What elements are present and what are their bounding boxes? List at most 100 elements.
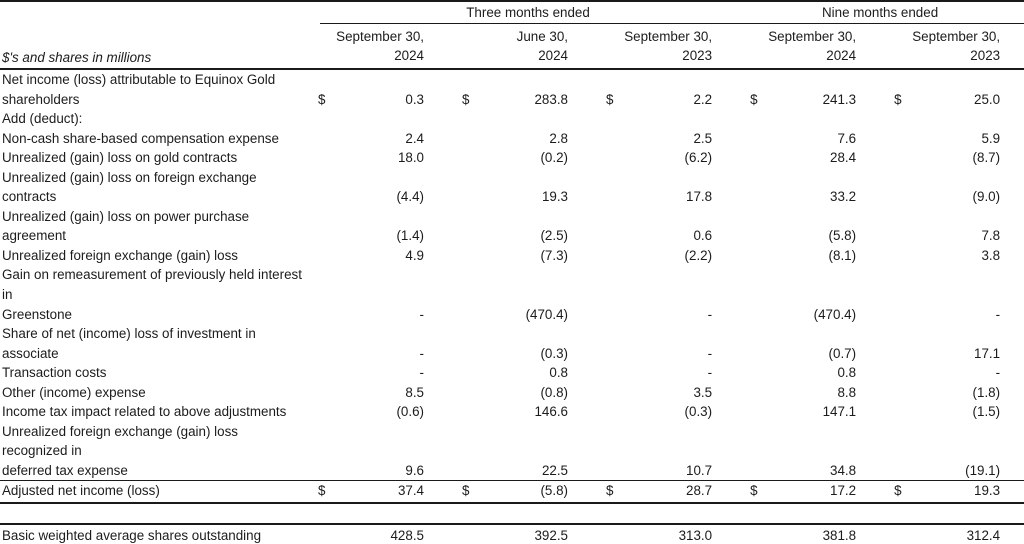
cell-value: 2.8 xyxy=(549,130,568,146)
cell-value: 19.3 xyxy=(912,480,1024,505)
cell-value: 17.2 xyxy=(768,480,881,505)
currency-symbol xyxy=(736,168,768,207)
currency-symbol xyxy=(448,523,480,544)
table-row: Unrealized foreign exchange (gain) loss 4… xyxy=(0,246,1024,266)
currency-symbol: $ xyxy=(448,480,480,505)
cell-value: 0.3 xyxy=(405,91,424,107)
currency-symbol: $ xyxy=(462,91,470,107)
currency-symbol xyxy=(736,148,768,168)
row-label: Add (deduct): xyxy=(2,111,83,127)
table-row: Add (deduct): xyxy=(0,109,1024,129)
cell-value: (0.7) xyxy=(828,345,857,361)
currency-symbol xyxy=(592,383,624,403)
currency-symbol xyxy=(592,148,624,168)
row-label: Share of net (income) loss of investment… xyxy=(2,326,256,361)
cell-value: - xyxy=(995,365,1001,381)
currency-symbol xyxy=(880,207,912,246)
cell-value: (4.4) xyxy=(396,189,424,205)
table-row: Basic weighted average shares outstandin… xyxy=(0,523,1024,544)
cell-value: 25.0 xyxy=(974,91,1001,107)
row-label: Income tax impact related to above adjus… xyxy=(2,404,287,420)
currency-symbol xyxy=(880,383,912,403)
cell-value: (0.8) xyxy=(540,384,568,400)
cell-value: (2.2) xyxy=(684,247,713,263)
currency-symbol xyxy=(880,523,913,544)
currency-symbol xyxy=(736,324,768,363)
cell-value: (19.1) xyxy=(965,462,1001,478)
currency-symbol xyxy=(880,109,912,129)
table-row: Income tax impact related to above adjus… xyxy=(0,402,1024,422)
cell-value: 34.8 xyxy=(830,462,857,478)
currency-symbol xyxy=(304,402,336,422)
table-row: Unrealized (gain) loss on gold contracts… xyxy=(0,148,1024,168)
row-label: Gain on remeasurement of previously held… xyxy=(2,267,302,322)
cell-value: (6.2) xyxy=(684,150,713,166)
currency-symbol xyxy=(880,168,912,207)
column-header-row: $'s and shares in millions September 30,… xyxy=(0,24,1024,70)
cell-value: (8.1) xyxy=(828,247,857,263)
cell-value: 8.5 xyxy=(405,384,424,400)
currency-symbol xyxy=(880,148,912,168)
cell-value: 8.8 xyxy=(837,384,857,400)
cell-value: 2.4 xyxy=(405,130,424,146)
column-year: 2024 xyxy=(538,48,568,63)
currency-symbol xyxy=(304,523,336,544)
cell-value: 7.8 xyxy=(981,228,1001,244)
cell-value: 283.8 xyxy=(534,91,568,107)
cell-value: (0.2) xyxy=(540,150,568,166)
currency-symbol xyxy=(304,109,336,129)
currency-symbol xyxy=(448,265,480,324)
currency-symbol xyxy=(592,363,624,383)
group-header-nine-months: Nine months ended xyxy=(736,1,1024,24)
currency-symbol xyxy=(448,168,480,207)
row-label: Unrealized foreign exchange (gain) loss xyxy=(2,247,238,263)
cell-value: 0.6 xyxy=(693,228,713,244)
cell-value: 147.1 xyxy=(822,404,857,420)
currency-symbol xyxy=(304,383,336,403)
cell-value xyxy=(480,109,592,129)
currency-symbol: $ xyxy=(304,480,336,505)
group-header-three-months: Three months ended xyxy=(304,1,737,24)
column-year: 2023 xyxy=(970,48,1001,63)
cell-value: (2.5) xyxy=(540,228,568,244)
cell-value: 381.8 xyxy=(768,523,881,544)
column-header-q2-2024: June 30, 2024 xyxy=(448,24,592,70)
cell-value: - xyxy=(419,306,424,322)
table-row: Adjusted net income (loss) $37.4 $ (5.8) $28… xyxy=(0,480,1024,505)
cell-value: 0.8 xyxy=(549,365,568,381)
cell-value xyxy=(768,109,880,129)
cell-value: 0.8 xyxy=(837,365,857,381)
column-header-ninem-2023: September 30, 2023 xyxy=(880,24,1024,70)
cell-value: (0.3) xyxy=(684,404,713,420)
column-month: September 30, xyxy=(912,29,1001,44)
cell-value: 9.6 xyxy=(405,462,424,478)
column-month: September 30, xyxy=(768,29,857,44)
spacer-row xyxy=(0,503,1024,524)
currency-symbol xyxy=(592,129,624,149)
currency-symbol: $ xyxy=(880,480,913,505)
cell-value: 17.8 xyxy=(686,189,713,205)
table-row: Net income (loss) attributable to Equino… xyxy=(0,69,1024,109)
cell-value: 2.2 xyxy=(693,91,713,107)
currency-symbol xyxy=(592,523,624,544)
table-row: Share of net (income) loss of investment… xyxy=(0,324,1024,363)
row-label: Net income (loss) attributable to Equino… xyxy=(2,72,276,107)
row-label: Other (income) expense xyxy=(2,384,146,400)
currency-symbol xyxy=(448,402,480,422)
cell-value: - xyxy=(707,345,713,361)
cell-value: 17.1 xyxy=(974,345,1001,361)
row-label: Unrealized foreign exchange (gain) loss … xyxy=(2,423,238,478)
currency-symbol xyxy=(304,148,336,168)
currency-symbol: $ xyxy=(894,91,902,107)
cell-value: 428.5 xyxy=(336,523,448,544)
currency-symbol xyxy=(448,129,480,149)
currency-symbol xyxy=(736,383,768,403)
table-row: Unrealized (gain) loss on power purchase… xyxy=(0,207,1024,246)
cell-value xyxy=(624,109,736,129)
currency-symbol xyxy=(592,207,624,246)
cell-value: 37.4 xyxy=(336,480,448,505)
currency-symbol xyxy=(880,363,912,383)
currency-symbol xyxy=(736,363,768,383)
currency-symbol: $ xyxy=(592,480,624,505)
